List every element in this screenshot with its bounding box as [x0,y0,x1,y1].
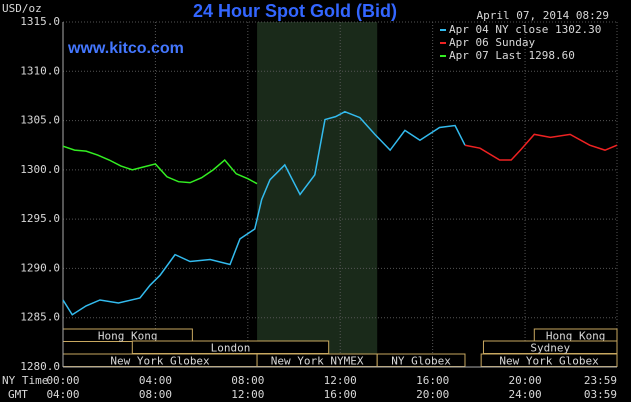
x-tick-label: 23:59 [584,374,617,387]
series-line [62,145,258,185]
session-label: NY Globex [391,354,451,367]
session-label: Sydney [530,341,570,354]
timestamp: April 07, 2014 08:29 [477,9,609,22]
legend-label: Apr 06 Sunday [449,36,535,49]
chart-title: 24 Hour Spot Gold (Bid) [193,1,397,21]
y-tick-label: 1315.0 [20,15,60,28]
x-axis-label: NY Time [2,374,48,387]
y-tick-label: 1280.0 [20,360,60,373]
session-label: New York Globex [110,354,210,367]
y-tick-label: 1310.0 [20,64,60,77]
x2-tick-label: 03:59 [584,388,617,401]
session-label: New York Globex [499,354,599,367]
session-label: Hong Kong [546,329,606,342]
x-tick-label: 04:00 [139,374,172,387]
chart-subtitle: www.kitco.com [67,40,184,57]
x2-tick-label: 20:00 [416,388,449,401]
series-line [62,110,466,316]
legend-label: Apr 04 NY close 1302.30 [449,23,601,36]
x-tick-label: 12:00 [324,374,357,387]
legend-label: Apr 07 Last 1298.60 [449,49,575,62]
y-tick-label: 1305.0 [20,114,60,127]
x2-axis-label: GMT [8,388,28,401]
y-tick-label: 1290.0 [20,261,60,274]
x2-tick-label: 24:00 [508,388,541,401]
session-label: New York NYMEX [271,354,364,367]
session-label: London [211,341,251,354]
y-tick-label: 1285.0 [20,311,60,324]
x-tick-label: 16:00 [416,374,449,387]
session-label: Hong Kong [98,329,158,342]
x-tick-label: 00:00 [46,374,79,387]
highlight-band [257,22,378,367]
x2-tick-label: 12:00 [231,388,264,401]
x2-tick-label: 04:00 [46,388,79,401]
series-line [464,133,618,161]
x-tick-label: 08:00 [231,374,264,387]
y-axis-label: USD/oz [2,2,42,15]
x2-tick-label: 16:00 [324,388,357,401]
x-tick-label: 20:00 [508,374,541,387]
x2-tick-label: 08:00 [139,388,172,401]
y-tick-label: 1300.0 [20,163,60,176]
y-tick-label: 1295.0 [20,212,60,225]
